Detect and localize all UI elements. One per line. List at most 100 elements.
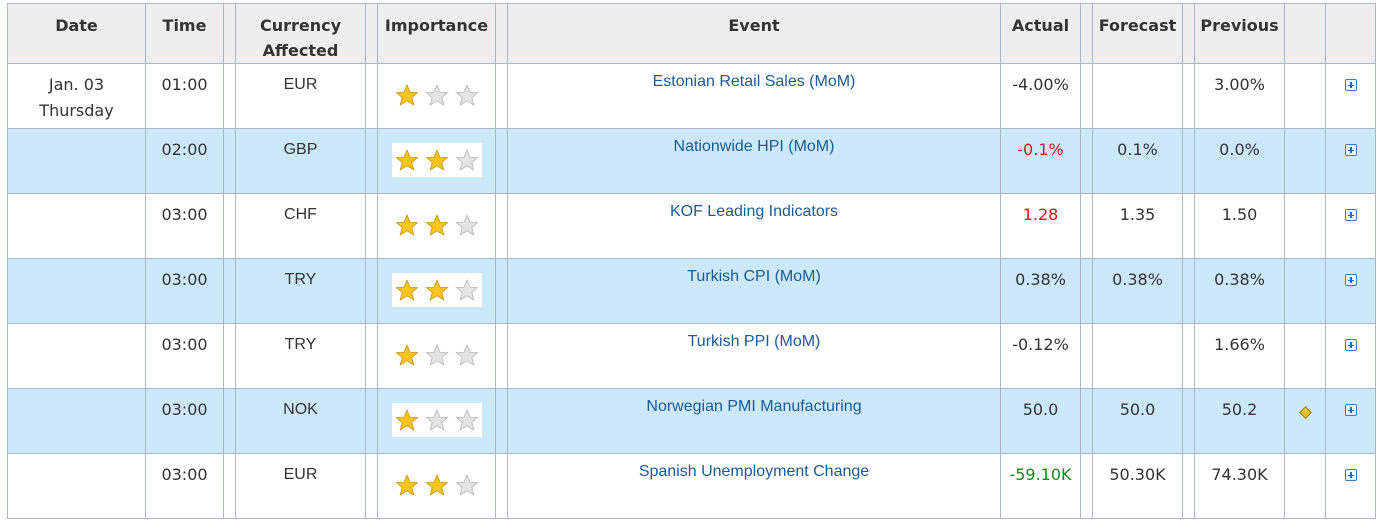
expand-plus-icon[interactable] [1344, 209, 1357, 221]
currency-cell: EUR [235, 453, 366, 519]
importance-stars [391, 468, 482, 502]
spacer-cell [365, 388, 378, 454]
date-cell: Jan. 03 Thursday [7, 63, 146, 129]
event-cell: Spanish Unemployment Change [507, 453, 1001, 519]
date-cell [7, 128, 146, 194]
star-filled-icon [394, 148, 419, 171]
star-filled-icon [394, 343, 419, 366]
table-row: Jan. 03 Thursday 01:00 EUR Estonian Retail S… [7, 63, 1376, 129]
star-empty-icon [424, 83, 449, 106]
expand-plus-icon[interactable] [1344, 274, 1357, 286]
event-link[interactable]: KOF Leading Indicators [669, 203, 839, 220]
actual-cell: -0.1% [1000, 128, 1081, 194]
date-cell [7, 388, 146, 454]
star-empty-icon [454, 83, 479, 106]
spacer-cell [1080, 128, 1093, 194]
expand-plus-icon[interactable] [1344, 469, 1357, 481]
event-link[interactable]: Turkish PPI (MoM) [687, 333, 821, 350]
expand-plus-icon[interactable] [1344, 339, 1357, 351]
header-previous[interactable]: Previous [1194, 3, 1285, 64]
date-cell [7, 453, 146, 519]
spacer-cell [1080, 258, 1093, 324]
time-cell: 03:00 [145, 193, 224, 259]
spacer-cell [1182, 258, 1195, 324]
event-cell: KOF Leading Indicators [507, 193, 1001, 259]
expand-cell [1325, 63, 1376, 129]
event-link[interactable]: Spanish Unemployment Change [638, 463, 870, 480]
spacer-cell [365, 128, 378, 194]
actual-cell: 1.28 [1000, 193, 1081, 259]
star-empty-icon [454, 343, 479, 366]
spacer-cell [1182, 63, 1195, 129]
previous-value: 0.38% [1214, 270, 1265, 289]
spacer-cell [495, 193, 508, 259]
header-spacer [365, 3, 378, 64]
expand-plus-icon[interactable] [1344, 404, 1357, 416]
currency-cell: GBP [235, 128, 366, 194]
previous-value: 0.0% [1219, 140, 1260, 159]
table-row: 03:00 EUR Spanish Unemployment Change -59.1… [7, 453, 1376, 519]
spacer-cell [365, 193, 378, 259]
actual-value: 50.0 [1022, 400, 1059, 419]
previous-cell: 0.0% [1194, 128, 1285, 194]
actual-value: -0.1% [1017, 140, 1064, 159]
event-link[interactable]: Nationwide HPI (MoM) [673, 138, 835, 155]
header-forecast[interactable]: Forecast [1092, 3, 1183, 64]
importance-stars [391, 403, 482, 437]
currency-cell: TRY [235, 323, 366, 389]
header-time[interactable]: Time [145, 3, 224, 64]
table-row: 03:00 CHF KOF Leading Indicators 1.28 1.35 1.… [7, 193, 1376, 259]
date-cell [7, 193, 146, 259]
event-time: 01:00 [161, 75, 208, 94]
expand-cell [1325, 193, 1376, 259]
header-actual[interactable]: Actual [1000, 3, 1081, 64]
event-link[interactable]: Norwegian PMI Manufacturing [646, 398, 862, 415]
spacer-cell [223, 453, 236, 519]
expand-cell [1325, 323, 1376, 389]
header-date[interactable]: Date [7, 3, 146, 64]
forecast-cell: 0.38% [1092, 258, 1183, 324]
importance-cell [377, 323, 496, 389]
alert-cell [1284, 323, 1326, 389]
event-link[interactable]: Estonian Retail Sales (MoM) [652, 73, 856, 90]
spacer-cell [365, 63, 378, 129]
event-link[interactable]: Turkish CPI (MoM) [687, 268, 821, 285]
spacer-cell [365, 453, 378, 519]
forecast-value: 50.0 [1119, 400, 1156, 419]
event-time: 03:00 [161, 335, 208, 354]
header-currency[interactable]: Currency Affected [235, 3, 366, 64]
revision-diamond-icon [1298, 406, 1312, 419]
spacer-cell [495, 128, 508, 194]
spacer-cell [223, 128, 236, 194]
actual-value: 0.38% [1015, 270, 1066, 289]
actual-value: -59.10K [1009, 465, 1072, 484]
previous-cell: 50.2 [1194, 388, 1285, 454]
expand-plus-icon[interactable] [1344, 79, 1357, 91]
header-event[interactable]: Event [507, 3, 1001, 64]
header-importance[interactable]: Importance [377, 3, 496, 64]
event-time: 03:00 [161, 205, 208, 224]
date-cell [7, 323, 146, 389]
actual-cell: 0.38% [1000, 258, 1081, 324]
previous-value: 3.00% [1214, 75, 1265, 94]
spacer-cell [495, 63, 508, 129]
expand-cell [1325, 388, 1376, 454]
time-cell: 03:00 [145, 323, 224, 389]
spacer-cell [1080, 453, 1093, 519]
event-cell: Norwegian PMI Manufacturing [507, 388, 1001, 454]
header-spacer [495, 3, 508, 64]
importance-stars [391, 143, 482, 177]
time-cell: 02:00 [145, 128, 224, 194]
table-row: 03:00 NOK Norwegian PMI Manufacturing 50.0 5… [7, 388, 1376, 454]
spacer-cell [223, 323, 236, 389]
event-cell: Turkish CPI (MoM) [507, 258, 1001, 324]
expand-plus-icon[interactable] [1344, 144, 1357, 156]
expand-cell [1325, 258, 1376, 324]
forecast-value: 0.38% [1112, 270, 1163, 289]
spacer-cell [1182, 453, 1195, 519]
time-cell: 03:00 [145, 453, 224, 519]
importance-stars [391, 78, 482, 112]
importance-cell [377, 128, 496, 194]
alert-cell [1284, 388, 1326, 454]
header-spacer [1182, 3, 1195, 64]
